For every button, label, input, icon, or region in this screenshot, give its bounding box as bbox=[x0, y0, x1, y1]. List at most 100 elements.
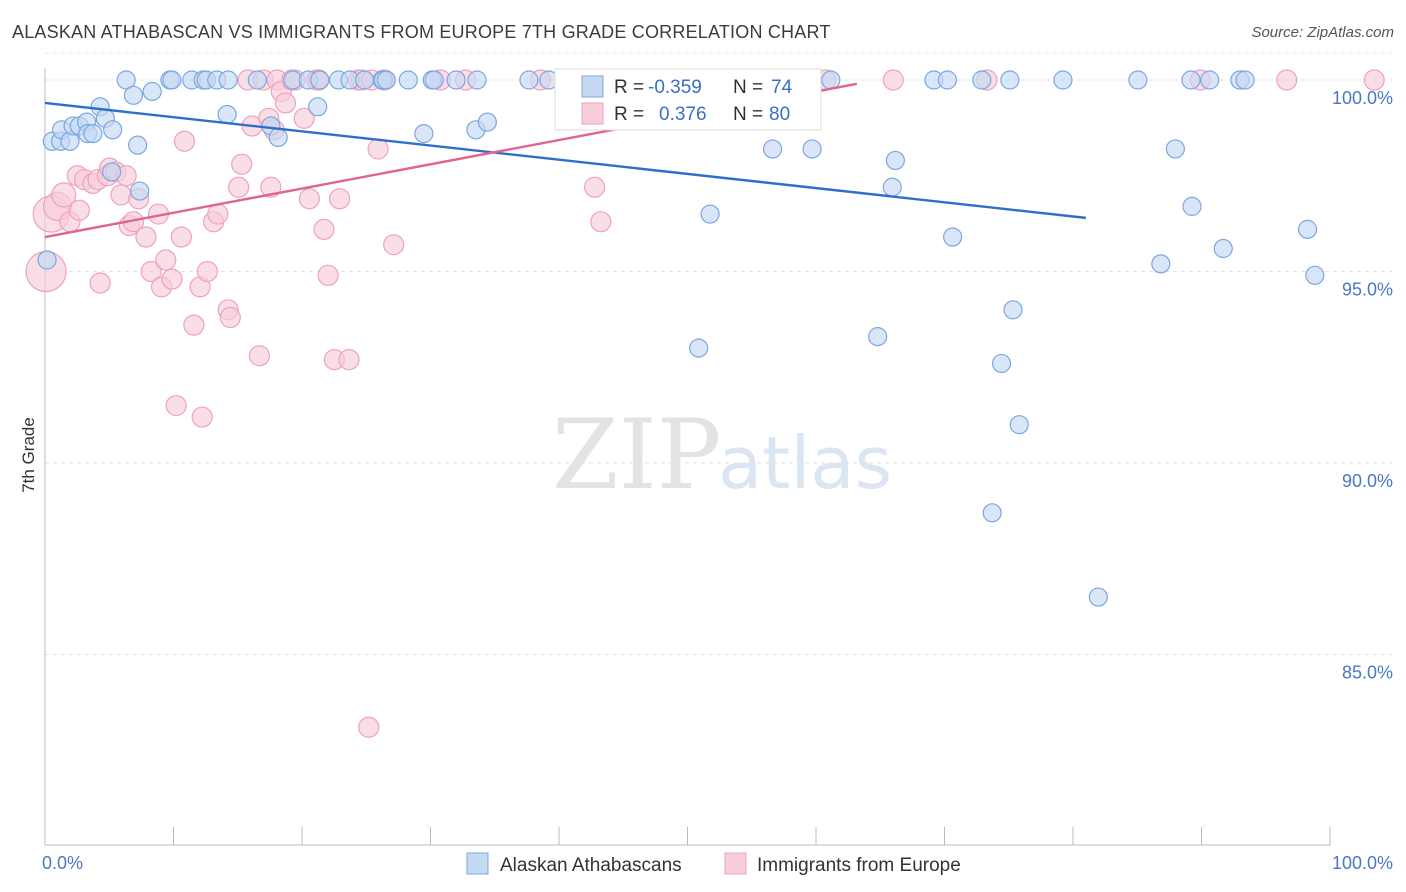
point-series0-26 bbox=[218, 70, 238, 90]
point-series0-83 bbox=[1213, 238, 1233, 259]
point-series0-59 bbox=[762, 139, 783, 159]
point-series0-12 bbox=[102, 162, 122, 182]
point-series0-67 bbox=[937, 70, 958, 90]
point-series1-55 bbox=[317, 264, 339, 286]
point-series0-80 bbox=[1181, 70, 1201, 90]
point-series1-43 bbox=[260, 176, 282, 198]
point-series0-33 bbox=[310, 70, 330, 90]
point-series0-0 bbox=[37, 250, 57, 270]
y-tick-label-3: 85.0% bbox=[1342, 663, 1393, 683]
legend-label-europe[interactable]: Immigrants from Europe bbox=[757, 855, 961, 876]
x-tick-label-min: 0.0% bbox=[42, 853, 83, 873]
watermark-zip: ZIP bbox=[552, 399, 721, 511]
y-tick-label-2: 90.0% bbox=[1342, 471, 1393, 491]
point-series1-61 bbox=[358, 716, 380, 738]
point-series0-86 bbox=[1297, 219, 1318, 239]
stats-r-value-2: 0.376 bbox=[659, 104, 707, 125]
point-series1-77 bbox=[1276, 69, 1298, 91]
point-series0-87 bbox=[1305, 265, 1325, 285]
stats-r-label-2: R = bbox=[614, 104, 644, 125]
y-tick-labels: 100.0% 95.0% 90.0% 85.0% bbox=[1332, 88, 1393, 683]
point-series0-79 bbox=[1165, 139, 1185, 159]
point-series1-25 bbox=[165, 394, 187, 417]
point-series1-37 bbox=[231, 153, 253, 175]
watermark: ZIP atlas bbox=[552, 399, 892, 511]
point-series0-46 bbox=[467, 70, 487, 90]
x-tick-label-max: 100.0% bbox=[1332, 853, 1393, 873]
point-series1-47 bbox=[274, 92, 297, 114]
point-series0-44 bbox=[446, 70, 466, 90]
grid-lines bbox=[45, 52, 1392, 655]
point-series0-13 bbox=[103, 120, 123, 140]
point-series0-14 bbox=[116, 70, 136, 90]
point-series1-28 bbox=[183, 314, 205, 336]
point-series0-29 bbox=[268, 127, 288, 148]
point-series1-57 bbox=[328, 188, 351, 210]
point-series1-23 bbox=[155, 249, 177, 271]
point-series1-20 bbox=[140, 260, 162, 283]
point-series1-14 bbox=[110, 184, 132, 206]
point-series0-85 bbox=[1235, 70, 1255, 90]
point-series0-74 bbox=[1009, 415, 1029, 435]
point-series1-36 bbox=[227, 176, 250, 198]
point-series1-31 bbox=[196, 260, 218, 283]
point-series0-25 bbox=[217, 104, 237, 125]
point-series0-69 bbox=[972, 70, 992, 90]
point-series0-41 bbox=[414, 124, 434, 144]
point-series1-10 bbox=[89, 272, 111, 294]
trend-line-series0 bbox=[44, 101, 1086, 220]
point-series0-16 bbox=[128, 135, 148, 155]
point-series0-81 bbox=[1182, 196, 1202, 216]
stats-n-label-1: N = bbox=[733, 77, 763, 98]
point-series0-17 bbox=[130, 181, 150, 201]
point-series1-63 bbox=[367, 138, 389, 160]
point-series1-65 bbox=[383, 234, 405, 256]
legend-label-athabascans[interactable]: Alaskan Athabascans bbox=[500, 855, 682, 876]
source-credit: Source: ZipAtlas.com bbox=[1251, 24, 1394, 41]
point-series1-35 bbox=[219, 306, 241, 329]
point-series1-54 bbox=[313, 218, 335, 240]
point-series1-26 bbox=[170, 226, 192, 248]
stats-n-label-2: N = bbox=[733, 104, 763, 125]
stats-n-value-1: 74 bbox=[771, 77, 793, 98]
point-series1-6 bbox=[68, 199, 90, 221]
point-series1-50 bbox=[293, 107, 315, 129]
watermark-atlas: atlas bbox=[718, 421, 892, 505]
point-series0-77 bbox=[1128, 70, 1148, 90]
point-series0-62 bbox=[821, 70, 841, 90]
point-series0-78 bbox=[1151, 254, 1171, 274]
point-series0-68 bbox=[943, 227, 963, 247]
point-series1-19 bbox=[135, 226, 157, 248]
point-series0-57 bbox=[700, 204, 720, 224]
point-series1-40 bbox=[248, 345, 271, 367]
legend-swatch-athabascans[interactable] bbox=[466, 852, 489, 875]
x-axis-ticks bbox=[44, 827, 1331, 845]
point-series0-20 bbox=[162, 70, 182, 90]
stats-swatch-blue bbox=[581, 75, 604, 98]
point-series0-15 bbox=[123, 85, 144, 105]
point-series0-64 bbox=[882, 177, 902, 197]
point-series0-39 bbox=[376, 70, 396, 90]
point-series0-82 bbox=[1200, 70, 1220, 90]
stats-r-label-1: R = bbox=[614, 77, 644, 98]
point-series0-61 bbox=[802, 139, 822, 159]
legend-swatch-europe[interactable] bbox=[724, 852, 747, 875]
point-series0-75 bbox=[1053, 70, 1073, 90]
point-series0-70 bbox=[982, 503, 1002, 523]
point-series0-65 bbox=[885, 150, 905, 171]
point-series0-27 bbox=[247, 70, 267, 90]
point-series0-32 bbox=[308, 97, 328, 117]
point-series1-27 bbox=[173, 130, 196, 152]
y-tick-label-1: 95.0% bbox=[1342, 280, 1393, 300]
point-series1-3 bbox=[51, 182, 77, 208]
point-series0-9 bbox=[83, 124, 103, 144]
point-series1-58 bbox=[338, 348, 360, 371]
point-series1-51 bbox=[298, 188, 320, 210]
stats-box: R = -0.359 N = 74 R = 0.376 N = 80 bbox=[554, 68, 822, 131]
point-series0-18 bbox=[142, 81, 162, 102]
point-series1-69 bbox=[583, 176, 606, 198]
y-axis-title: 7th Grade bbox=[19, 417, 38, 493]
point-series0-63 bbox=[868, 327, 888, 347]
point-series1-74 bbox=[882, 69, 904, 91]
